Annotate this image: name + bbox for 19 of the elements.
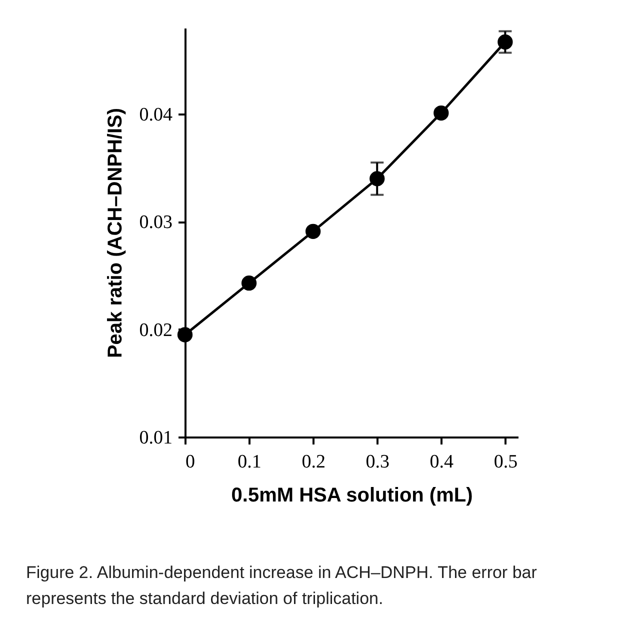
point [434,105,449,121]
x-tick-label: 0.3 [366,452,390,472]
x-tick-label: 0.2 [302,452,326,472]
point [498,34,513,50]
y-tick-label: 0.01 [139,428,172,448]
y-tick-label: 0.02 [139,320,172,341]
x-axis-title: 0.5mM HSA solution (mL) [231,484,473,506]
y-tick-label: 0.04 [139,104,173,126]
point [305,224,321,239]
x-tick-label: 0 [186,452,195,472]
x-tick-label: 0.4 [430,452,454,472]
caption: Figure 2. Albumin-dependent increase in ACH–DNPH. The error bar represents the standard deviation of triplication. [26,562,538,610]
point [241,276,257,291]
x-tick-label: 0.5 [494,452,518,472]
point [370,171,385,186]
point [177,327,193,342]
y-axis-title: Peak ratio (ACH–DNPH/IS) [104,108,126,358]
y-tick-label: 0.03 [139,212,172,234]
x-tick-label: 0.1 [238,452,262,472]
